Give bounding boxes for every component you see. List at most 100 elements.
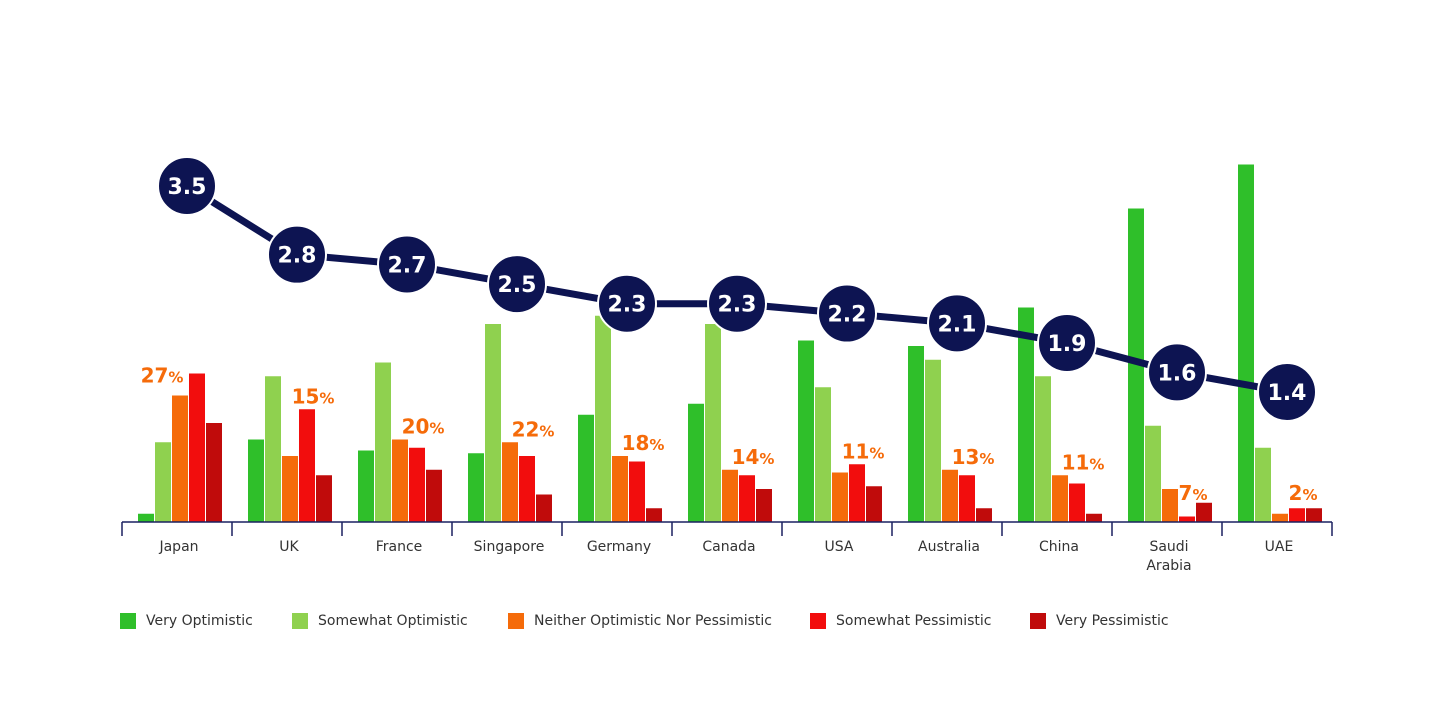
bar-very-pessimistic: [316, 475, 332, 522]
score-label: 2.2: [828, 303, 867, 328]
score-point: [377, 234, 437, 295]
score-label: 2.3: [608, 293, 647, 318]
bar-somewhat-optimistic: [1145, 425, 1161, 522]
bar-group: [138, 164, 1322, 522]
legend-label: Somewhat Optimistic: [318, 613, 468, 629]
bar-somewhat-pessimistic: [189, 373, 205, 522]
bar-very-optimistic: [1238, 164, 1254, 522]
bar-somewhat-optimistic: [375, 362, 391, 522]
percent-label: 11%: [1062, 450, 1105, 474]
category-label: Saudi Arabia: [1146, 539, 1191, 574]
score-label: 1.9: [1048, 332, 1087, 357]
category-label-group: Japan UK France Singapore Germany Canada USA Au…: [158, 539, 1293, 574]
bar-somewhat-optimistic: [155, 442, 171, 522]
bar-very-pessimistic: [756, 489, 772, 522]
bar-neither-optimistic-nor-pessimistic: [1052, 475, 1068, 522]
bar-neither-optimistic-nor-pessimistic: [282, 456, 298, 522]
bar-very-pessimistic: [426, 469, 442, 522]
bar-neither-optimistic-nor-pessimistic: [832, 472, 848, 522]
legend-item: Very Pessimistic: [1030, 611, 1169, 631]
bar-neither-optimistic-nor-pessimistic: [502, 442, 518, 522]
score-point: [1037, 312, 1097, 373]
bar-somewhat-pessimistic: [739, 475, 755, 522]
bar-very-optimistic: [688, 403, 704, 522]
percent-label: 2%: [1289, 481, 1318, 505]
category-label: Japan: [158, 539, 198, 555]
category-label: China: [1039, 539, 1079, 555]
category-label: UAE: [1265, 539, 1294, 555]
score-label: 2.1: [938, 312, 977, 337]
score-label: 1.6: [1158, 361, 1197, 386]
category-label: USA: [825, 539, 854, 555]
bar-somewhat-pessimistic: [299, 409, 315, 522]
score-point: [487, 254, 547, 315]
legend-swatch: [508, 613, 524, 629]
legend-item: Somewhat Pessimistic: [810, 611, 991, 631]
bar-somewhat-optimistic: [925, 359, 941, 522]
bar-very-optimistic: [1128, 208, 1144, 522]
bar-somewhat-pessimistic: [1289, 508, 1305, 522]
bar-very-pessimistic: [1086, 513, 1102, 522]
score-point: [707, 273, 767, 334]
score-point: [1147, 342, 1207, 403]
x-axis: [121, 521, 1333, 536]
score-label: 1.4: [1268, 381, 1307, 406]
bar-neither-optimistic-nor-pessimistic: [942, 469, 958, 522]
score-label: 2.8: [278, 244, 317, 269]
legend-swatch: [292, 613, 308, 629]
bar-neither-optimistic-nor-pessimistic: [1272, 513, 1288, 522]
percent-label: 27%: [141, 364, 184, 388]
category-label: France: [376, 539, 423, 555]
bar-somewhat-optimistic: [485, 324, 501, 522]
bar-somewhat-pessimistic: [1179, 516, 1195, 522]
bar-very-optimistic: [468, 453, 484, 522]
score-label: 2.7: [388, 253, 427, 278]
bar-somewhat-optimistic: [265, 376, 281, 522]
percent-label: 11%: [842, 439, 885, 463]
bar-somewhat-pessimistic: [409, 447, 425, 522]
bar-very-pessimistic: [866, 486, 882, 522]
category-label: Australia: [918, 539, 980, 555]
score-label: 2.5: [498, 273, 537, 298]
bar-somewhat-optimistic: [1255, 447, 1271, 522]
legend-label: Very Optimistic: [146, 613, 253, 629]
score-point: [817, 283, 877, 344]
category-label: Singapore: [474, 539, 545, 555]
legend-swatch: [1030, 613, 1046, 629]
score-point: [1257, 362, 1317, 422]
score-label: 2.3: [718, 293, 757, 318]
bar-very-optimistic: [908, 346, 924, 522]
bar-very-pessimistic: [206, 423, 222, 522]
score-point: [267, 224, 327, 285]
bar-somewhat-optimistic: [705, 324, 721, 522]
score-label: 3.5: [168, 175, 207, 200]
bar-neither-optimistic-nor-pessimistic: [1162, 489, 1178, 522]
score-line-group: 3.5 2.8 2.7 2.5 2.3 2.3 2.2 2.1 1.9 1.6 1.4: [157, 156, 1317, 422]
percent-label: 7%: [1179, 481, 1208, 505]
bar-somewhat-pessimistic: [519, 456, 535, 522]
legend-item: Very Optimistic: [120, 611, 253, 631]
percent-label: 18%: [622, 431, 665, 455]
bar-somewhat-optimistic: [595, 315, 611, 522]
bar-neither-optimistic-nor-pessimistic: [722, 469, 738, 522]
percent-label: 13%: [952, 445, 995, 469]
bar-very-pessimistic: [646, 508, 662, 522]
score-point: [927, 293, 987, 354]
percent-label: 22%: [512, 417, 555, 441]
bar-somewhat-pessimistic: [849, 464, 865, 522]
bar-very-optimistic: [248, 439, 264, 522]
bar-very-pessimistic: [536, 494, 552, 522]
legend-swatch: [810, 613, 826, 629]
score-point: [597, 273, 657, 334]
legend-label: Somewhat Pessimistic: [836, 613, 992, 629]
bar-neither-optimistic-nor-pessimistic: [392, 439, 408, 522]
bar-very-pessimistic: [1306, 508, 1322, 522]
bar-somewhat-pessimistic: [959, 475, 975, 522]
legend-item: Neither Optimistic Nor Pessimistic: [508, 611, 772, 631]
bar-somewhat-optimistic: [1035, 376, 1051, 522]
bar-very-optimistic: [798, 340, 814, 522]
bar-very-optimistic: [578, 414, 594, 522]
legend-label: Very Pessimistic: [1056, 613, 1169, 629]
bar-somewhat-pessimistic: [629, 461, 645, 522]
score-point: [157, 156, 217, 216]
